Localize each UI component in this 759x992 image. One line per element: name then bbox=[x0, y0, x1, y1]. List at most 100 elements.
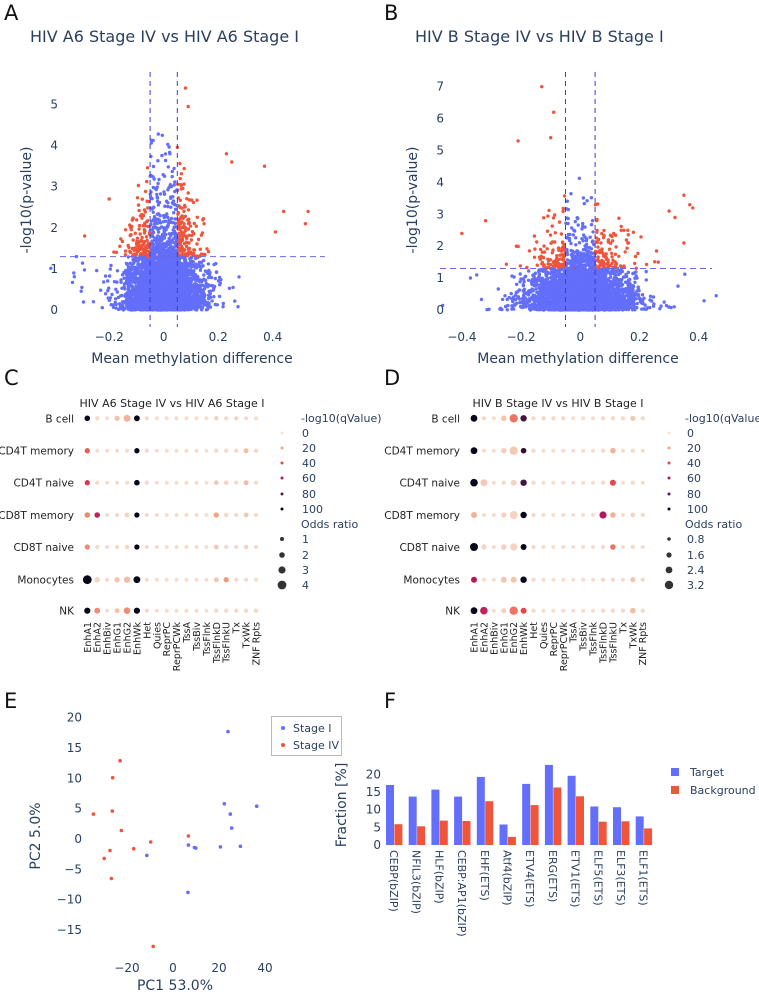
significant-point bbox=[262, 164, 267, 168]
significant-point bbox=[178, 222, 182, 226]
nonsignificant-point bbox=[164, 303, 169, 307]
nonsignificant-point bbox=[156, 181, 160, 186]
nonsignificant-point bbox=[144, 286, 148, 291]
nonsignificant-point bbox=[119, 280, 123, 284]
significant-point bbox=[134, 252, 138, 256]
nonsignificant-point bbox=[165, 296, 170, 300]
significant-point bbox=[140, 235, 144, 240]
nonsignificant-point bbox=[179, 291, 183, 295]
significant-point bbox=[137, 227, 141, 231]
nonsignificant-point bbox=[184, 274, 188, 279]
nonsignificant-point bbox=[160, 292, 164, 296]
significant-point bbox=[188, 252, 193, 256]
nonsignificant-point bbox=[145, 263, 149, 267]
nonsignificant-point bbox=[110, 292, 114, 297]
nonsignificant-point bbox=[176, 266, 180, 271]
significant-point bbox=[83, 234, 87, 238]
nonsignificant-point bbox=[169, 234, 173, 238]
nonsignificant-point bbox=[156, 234, 160, 238]
nonsignificant-point bbox=[172, 225, 176, 229]
nonsignificant-point bbox=[221, 305, 225, 309]
nonsignificant-point bbox=[171, 237, 176, 241]
nonsignificant-point bbox=[164, 226, 168, 230]
nonsignificant-point bbox=[185, 286, 189, 290]
nonsignificant-point bbox=[183, 270, 187, 274]
nonsignificant-point bbox=[213, 302, 217, 307]
significant-point bbox=[145, 166, 150, 170]
nonsignificant-point bbox=[159, 283, 164, 287]
nonsignificant-point bbox=[81, 300, 86, 304]
nonsignificant-point bbox=[169, 293, 173, 297]
nonsignificant-point bbox=[219, 278, 223, 282]
nonsignificant-point bbox=[80, 285, 84, 290]
nonsignificant-point bbox=[115, 290, 120, 294]
significant-point bbox=[178, 234, 182, 238]
nonsignificant-point bbox=[134, 284, 138, 289]
nonsignificant-point bbox=[169, 205, 173, 209]
nonsignificant-point bbox=[162, 215, 166, 220]
significant-point bbox=[205, 247, 209, 251]
x-tick-label: −0.2 bbox=[95, 330, 124, 344]
significant-point bbox=[198, 247, 202, 251]
nonsignificant-point bbox=[139, 275, 144, 279]
nonsignificant-point bbox=[167, 290, 171, 295]
nonsignificant-point bbox=[167, 261, 171, 265]
significant-point bbox=[135, 218, 139, 222]
nonsignificant-point bbox=[114, 306, 118, 310]
significant-point bbox=[119, 237, 123, 241]
significant-point bbox=[143, 210, 147, 214]
nonsignificant-point bbox=[156, 230, 161, 234]
significant-point bbox=[186, 218, 190, 222]
nonsignificant-point bbox=[103, 274, 108, 278]
nonsignificant-point bbox=[164, 283, 168, 288]
x-tick-label: 0 bbox=[160, 330, 168, 344]
significant-point bbox=[136, 203, 141, 207]
significant-point bbox=[191, 200, 196, 205]
significant-point bbox=[178, 161, 182, 166]
chart-title: HIV B Stage IV vs HIV B Stage I bbox=[415, 27, 664, 46]
y-tick-label: 0 bbox=[50, 303, 58, 317]
nonsignificant-point bbox=[163, 158, 168, 163]
nonsignificant-point bbox=[127, 275, 131, 279]
nonsignificant-point bbox=[125, 294, 129, 298]
nonsignificant-point bbox=[187, 272, 191, 277]
nonsignificant-point bbox=[180, 275, 184, 280]
significant-point bbox=[135, 236, 140, 240]
nonsignificant-point bbox=[179, 288, 183, 292]
nonsignificant-point bbox=[166, 215, 170, 219]
significant-point bbox=[183, 214, 188, 218]
nonsignificant-point bbox=[124, 261, 129, 266]
chart-title: HIV A6 Stage IV vs HIV A6 Stage I bbox=[30, 27, 299, 46]
nonsignificant-point bbox=[173, 217, 177, 221]
nonsignificant-point bbox=[188, 259, 193, 263]
nonsignificant-point bbox=[156, 159, 160, 163]
nonsignificant-point bbox=[72, 275, 77, 279]
significant-point bbox=[140, 243, 145, 248]
significant-point bbox=[186, 104, 190, 109]
nonsignificant-point bbox=[108, 267, 113, 271]
nonsignificant-point bbox=[153, 253, 157, 257]
nonsignificant-point bbox=[194, 279, 198, 283]
significant-point bbox=[145, 179, 149, 184]
significant-point bbox=[137, 223, 142, 228]
nonsignificant-point bbox=[173, 259, 177, 264]
significant-point bbox=[140, 239, 144, 243]
nonsignificant-point bbox=[70, 280, 75, 285]
nonsignificant-point bbox=[160, 133, 164, 137]
nonsignificant-point bbox=[172, 166, 176, 171]
nonsignificant-point bbox=[180, 300, 184, 305]
nonsignificant-point bbox=[170, 174, 174, 179]
nonsignificant-point bbox=[205, 270, 209, 274]
nonsignificant-point bbox=[162, 230, 166, 234]
nonsignificant-point bbox=[702, 299, 706, 303]
nonsignificant-point bbox=[184, 259, 188, 263]
significant-point bbox=[617, 216, 621, 220]
significant-point bbox=[114, 250, 119, 254]
nonsignificant-point bbox=[159, 243, 164, 247]
nonsignificant-point bbox=[206, 262, 211, 266]
significant-point bbox=[135, 196, 140, 200]
nonsignificant-point bbox=[120, 300, 125, 304]
nonsignificant-point bbox=[193, 265, 197, 269]
significant-point bbox=[182, 241, 187, 246]
